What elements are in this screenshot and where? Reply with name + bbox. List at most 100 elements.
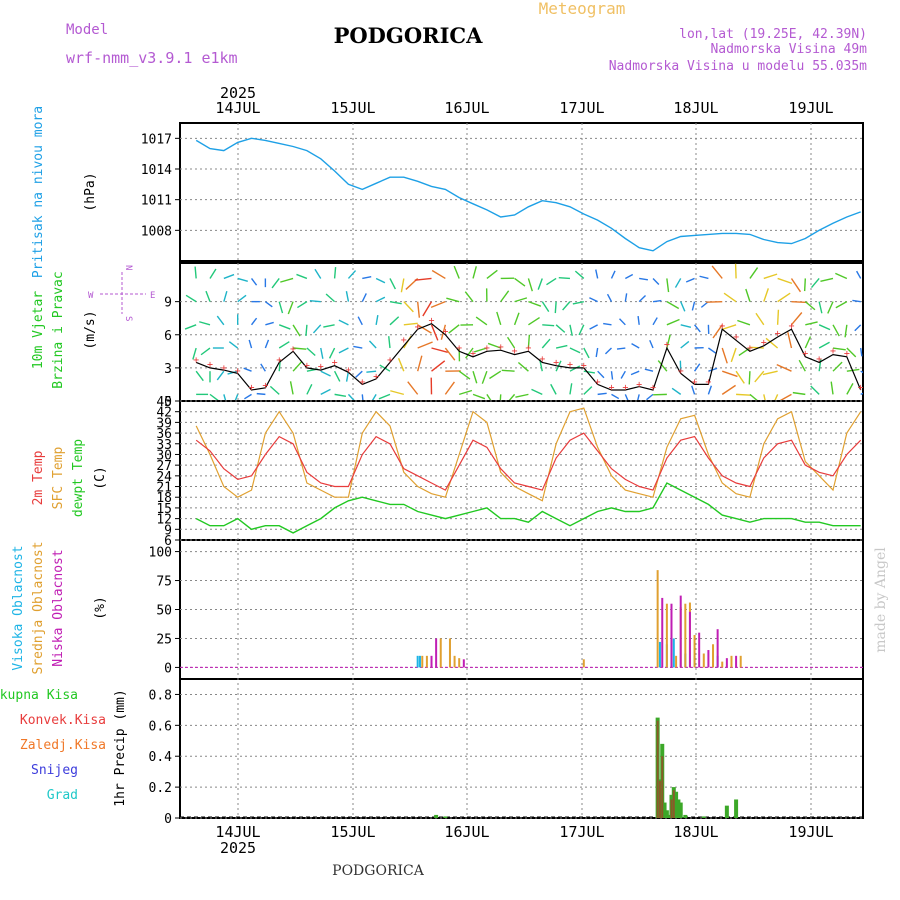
cloud-bar <box>418 655 421 668</box>
cloud-bar <box>462 659 465 668</box>
wind-arrow <box>776 309 780 325</box>
wind-arrow <box>264 301 273 308</box>
wind-arrow <box>583 370 595 374</box>
cloud-bar <box>425 655 428 668</box>
gust-marker: + <box>262 380 268 391</box>
wind-arrow <box>721 347 728 364</box>
wind-compass-icon: W E N S <box>88 265 155 321</box>
bottom-day-labels: 14JUL 15JUL 16JUL 17JUL 18JUL 19JUL <box>215 823 833 841</box>
y-tick-label: 21 <box>156 481 172 496</box>
wind-arrow <box>792 391 806 396</box>
wind-arrow <box>550 383 557 395</box>
cloud-bar <box>684 603 687 668</box>
y-tick-label: 6 <box>164 534 172 549</box>
wind-arrow <box>611 393 620 400</box>
gust-marker: + <box>636 379 642 390</box>
wind-unit: (m/s) <box>83 310 98 349</box>
wind-arrow <box>649 340 654 349</box>
wind-arrow <box>431 360 446 372</box>
wind-arrow <box>444 381 455 395</box>
wind-arrow <box>835 301 848 309</box>
gust-marker: + <box>373 372 379 383</box>
cloud-bar <box>721 661 724 668</box>
gust-marker: + <box>193 355 199 366</box>
wind-arrow <box>537 278 543 290</box>
y-tick-label: 0.8 <box>149 688 172 703</box>
precip-legend-total: Ukupna Kisa <box>0 688 78 703</box>
cloud-bar <box>702 653 705 668</box>
gust-marker: + <box>276 355 282 366</box>
wind-arrow <box>762 370 778 376</box>
wind-arrow <box>496 311 502 326</box>
wind-arrow <box>209 268 217 279</box>
cloud-bar <box>435 638 438 668</box>
temp-plot <box>195 407 862 534</box>
wind-arrow <box>514 277 526 287</box>
wind-arrow <box>707 385 713 395</box>
wind-arrow <box>763 394 766 400</box>
wind-ticks: 0 3 6 9 <box>164 296 180 410</box>
gust-marker: + <box>747 343 753 354</box>
wind-arrow <box>555 324 566 333</box>
wind-arrow <box>674 278 682 288</box>
cloud-bar <box>448 638 451 668</box>
top-day-label: 15JUL <box>330 99 375 117</box>
wind-arrow <box>644 368 654 372</box>
wind-arrow <box>200 347 211 356</box>
wind-arrow <box>489 370 502 380</box>
gust-marker: + <box>442 326 448 337</box>
wind-arrow <box>464 291 474 303</box>
wind-arrow <box>787 332 793 349</box>
wind-arrow <box>699 275 709 280</box>
cloud-bar <box>670 603 673 668</box>
gust-marker: + <box>830 346 836 357</box>
wind-arrow <box>637 394 640 400</box>
wind-arrow <box>624 293 628 302</box>
gust-marker: + <box>318 362 324 373</box>
wind-arrow <box>804 301 816 311</box>
cloud-bar <box>712 644 715 668</box>
wind-arrow <box>293 347 307 350</box>
wind-arrow <box>595 269 599 279</box>
wind-arrow <box>691 301 696 311</box>
wind-arrow <box>693 363 701 372</box>
wind-arrow <box>362 276 372 280</box>
wind-arrow <box>723 292 737 303</box>
wind-arrow <box>777 277 793 285</box>
wind-arrow <box>630 370 640 376</box>
wind-arrow <box>237 294 247 303</box>
y-tick-label: 12 <box>156 513 172 528</box>
wind-arrow <box>347 393 355 400</box>
wind-arrow <box>473 347 488 353</box>
wind-arrow <box>338 347 349 354</box>
wind-arrow <box>749 393 758 400</box>
gust-marker: + <box>484 343 490 354</box>
wind-arrow <box>345 291 350 302</box>
wind-arrow <box>745 288 751 302</box>
wind-arrow <box>250 317 258 326</box>
wind-arrow <box>569 324 573 336</box>
top-day-label: 17JUL <box>559 99 604 117</box>
cloud-bar <box>739 655 742 668</box>
top-year-label: 2025 <box>220 84 256 102</box>
wind-arrow <box>256 392 266 396</box>
pressure-ticks: 1008 1011 1014 1017 <box>141 132 180 239</box>
wind-arrow <box>194 266 197 279</box>
wind-arrow <box>400 278 405 293</box>
wind-axis-labels: 10m Vjetar Brzina i Pravac (m/s) <box>31 271 98 388</box>
wind-arrow <box>631 342 640 349</box>
wind-arrow <box>685 277 695 283</box>
top-day-label: 16JUL <box>444 99 489 117</box>
wind-arrow <box>234 394 239 400</box>
wind-arrow <box>721 324 737 331</box>
cloud-ticks: 0 25 50 75 100 <box>149 546 180 676</box>
wind-arrow <box>481 370 488 384</box>
wind-arrow <box>389 316 400 326</box>
gust-marker: + <box>788 321 794 332</box>
wind-arrow <box>209 393 219 400</box>
SFC Temp-line <box>195 407 862 502</box>
wind-arrow <box>652 299 662 303</box>
cloud-bar <box>665 603 668 668</box>
wind-arrow <box>618 318 626 326</box>
